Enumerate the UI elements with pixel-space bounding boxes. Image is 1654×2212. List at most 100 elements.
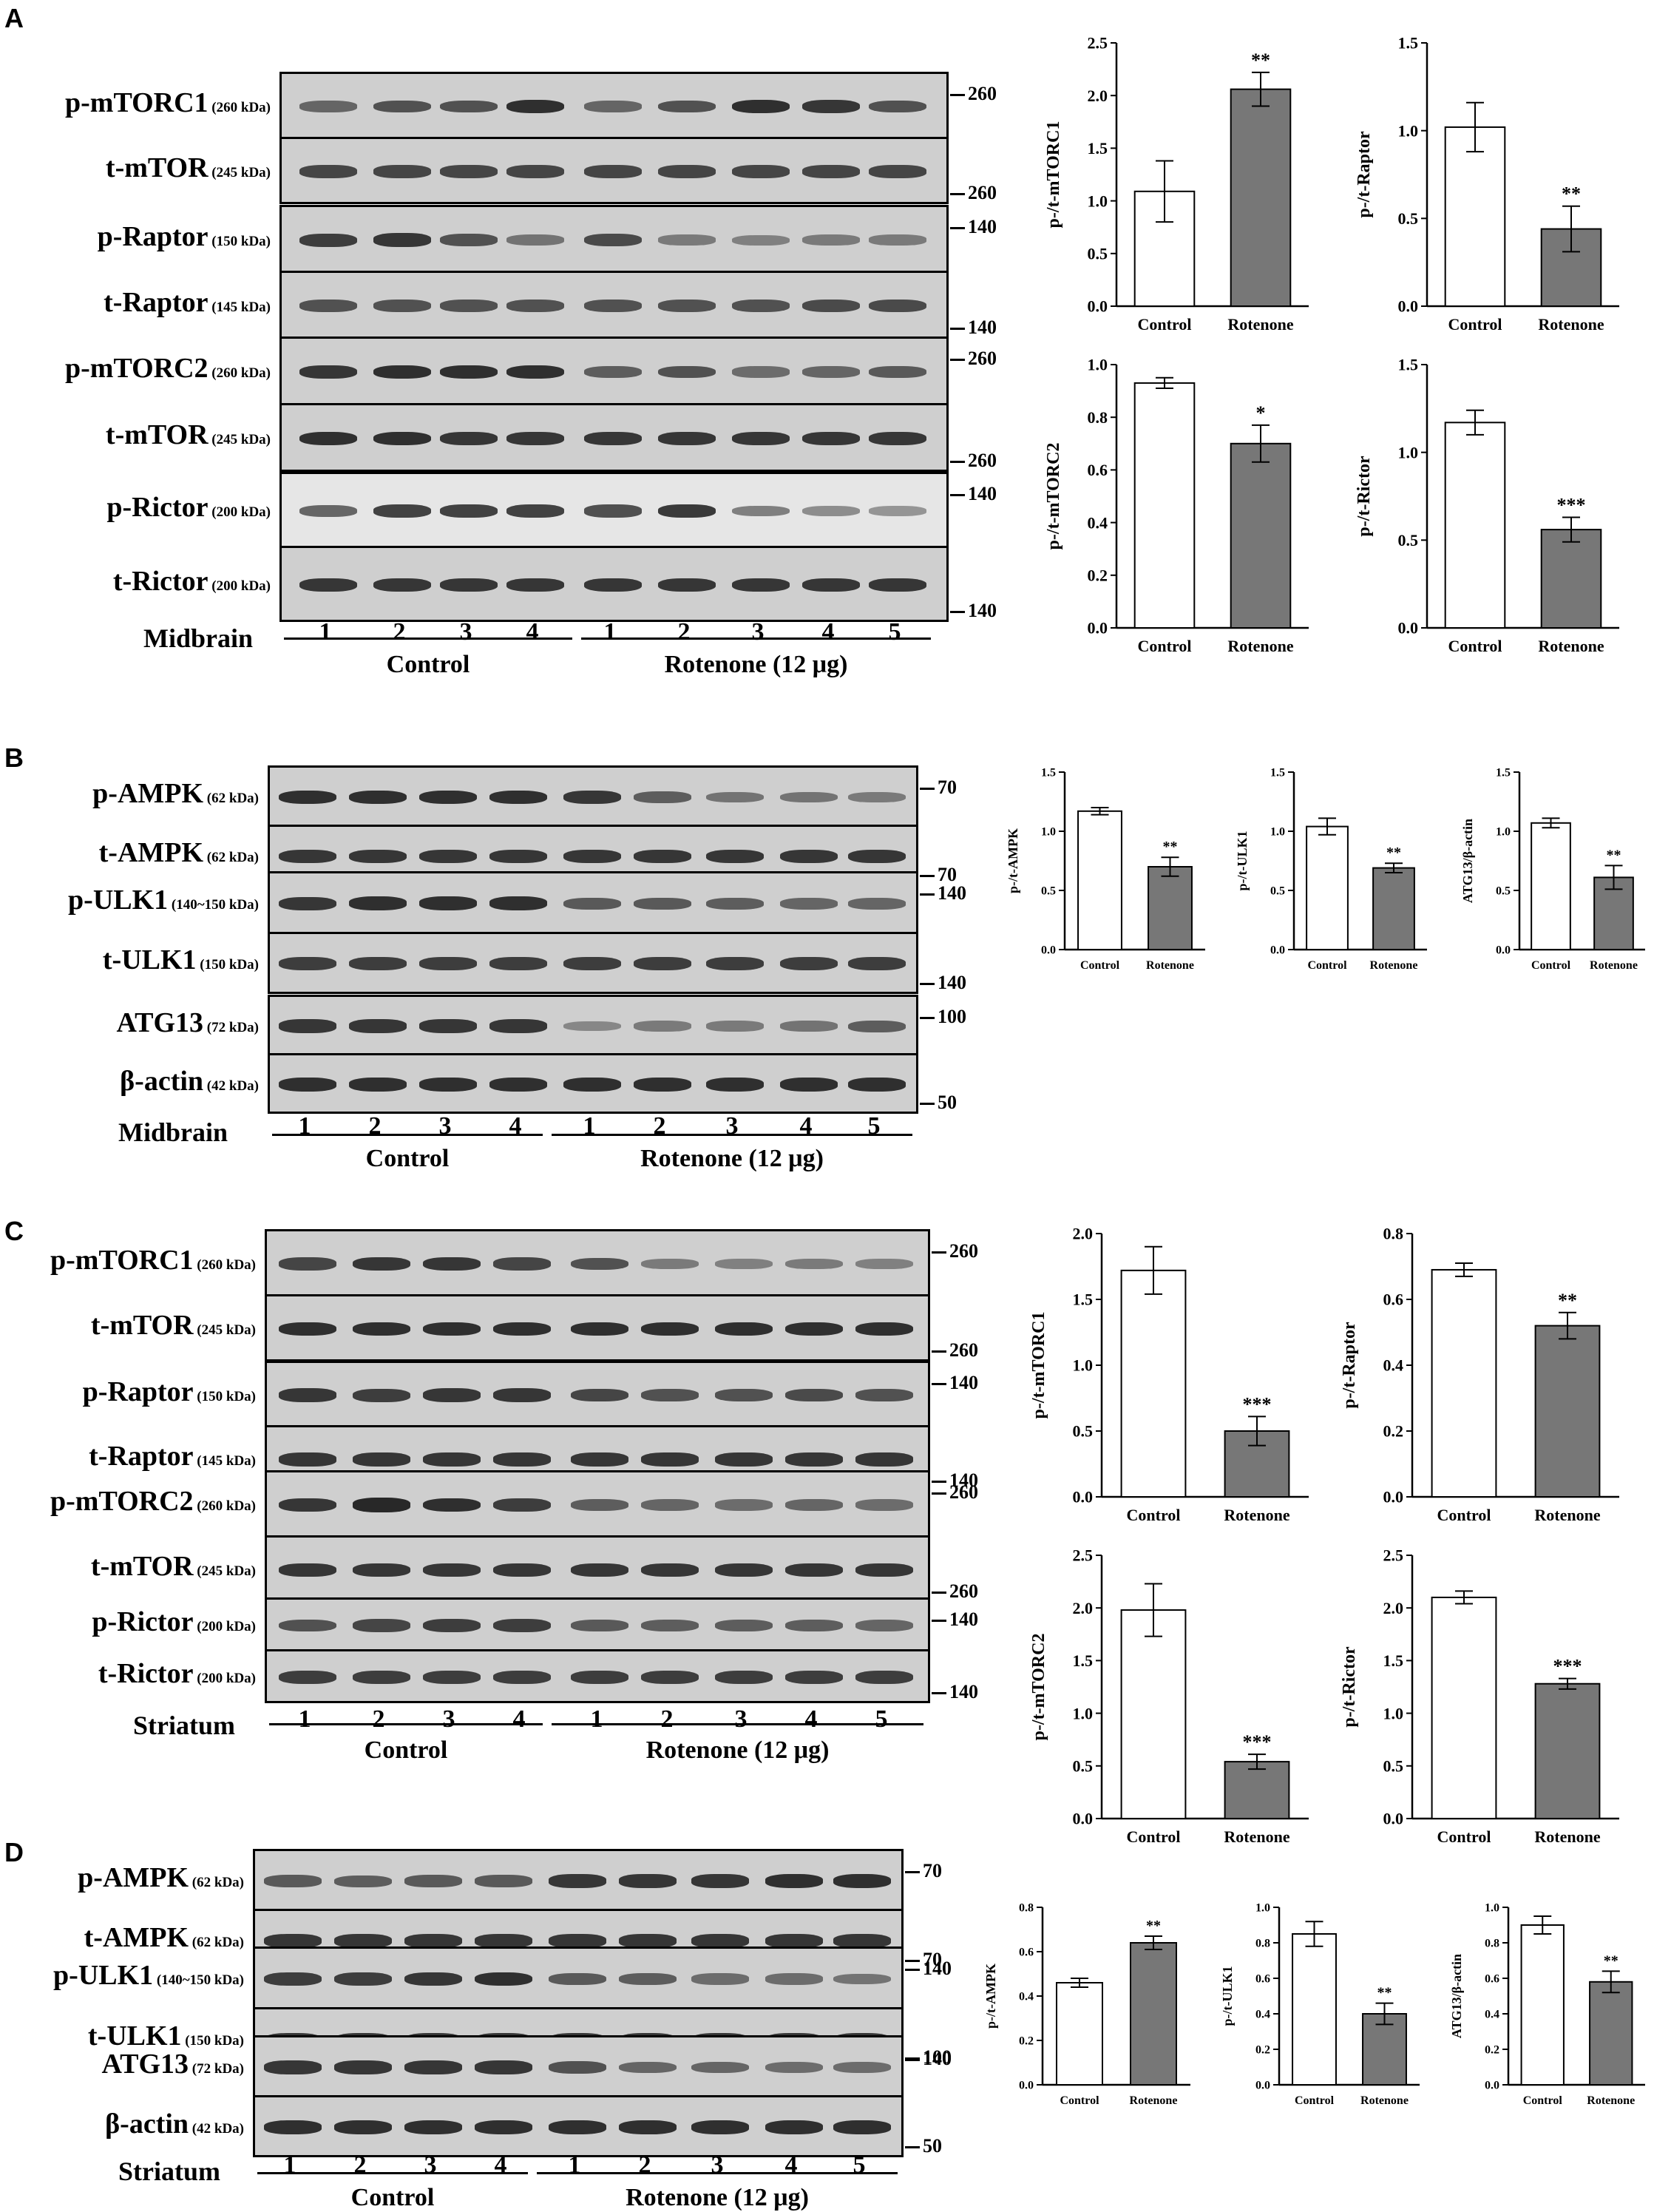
protein-band [506, 431, 564, 446]
bar-chart: 0.0 0.2 0.4 0.6 0.8 p-/t-Raptor Control Rotenon… [1340, 1225, 1619, 1524]
protein-name: t-Rictor [112, 566, 209, 597]
protein-kda: (245 kDa) [193, 1322, 256, 1338]
protein-band [715, 1620, 773, 1631]
protein-band [419, 1078, 477, 1092]
protein-band [475, 2120, 532, 2134]
group-underline [284, 637, 572, 640]
protein-band [641, 1322, 699, 1336]
protein-band [732, 234, 790, 246]
protein-band [848, 897, 906, 910]
blot-strip [279, 72, 949, 139]
protein-band [706, 791, 764, 803]
protein-band [493, 1671, 551, 1684]
protein-band [706, 897, 764, 910]
bar [1224, 1430, 1290, 1498]
mw-tick [950, 461, 965, 463]
y-tick-label: 0.5 [1398, 209, 1419, 228]
protein-band [855, 1563, 913, 1577]
protein-band [584, 366, 642, 378]
y-tick-label: 0.4 [1485, 2009, 1499, 2021]
x-tick-label: Rotenone [1590, 959, 1638, 972]
y-tick-label: 1.5 [1383, 1651, 1404, 1670]
protein-band [715, 1259, 773, 1269]
bar-chart: 0.0 0.5 1.0 1.5 2.0 p-/t-mTORC1 Control Rotenon… [1029, 1225, 1309, 1524]
y-tick-label: 1.5 [1088, 139, 1108, 158]
protein-band [802, 431, 860, 446]
protein-band [549, 2061, 606, 2074]
protein-kda: (150 kDa) [193, 1388, 256, 1404]
mw-tick [905, 2057, 920, 2060]
protein-band [549, 1972, 606, 1986]
protein-band [299, 431, 357, 446]
protein-band [493, 1388, 551, 1402]
lane-number: 5 [853, 2151, 866, 2179]
protein-band [264, 2060, 322, 2074]
lane-number: 4 [509, 1112, 522, 1140]
blot-strip [279, 546, 949, 622]
protein-band [584, 504, 642, 518]
protein-band [279, 1671, 336, 1684]
protein-band [563, 790, 621, 805]
mw-tick [932, 1692, 946, 1694]
protein-band [493, 1257, 551, 1271]
protein-band [373, 431, 431, 446]
protein-band [563, 957, 621, 971]
protein-label: t-mTOR (245 kDa) [106, 152, 271, 184]
mw-tick [920, 983, 935, 985]
protein-band [833, 1874, 891, 1888]
protein-band [419, 1019, 477, 1033]
lane-number: 3 [442, 1705, 455, 1733]
mw-tick [932, 1492, 946, 1495]
protein-band [706, 1021, 764, 1032]
protein-band [440, 365, 498, 379]
protein-kda: (140~150 kDa) [168, 896, 259, 913]
y-tick-label: 1.5 [1398, 356, 1419, 374]
protein-band [641, 1620, 699, 1631]
protein-band [619, 1973, 677, 1985]
protein-band [373, 100, 431, 113]
protein-band [780, 897, 838, 910]
protein-band [506, 578, 564, 592]
protein-band [489, 849, 547, 864]
y-axis-label: p-/t-Rictor [1355, 456, 1374, 537]
y-tick-label: 0.0 [1019, 2080, 1034, 2092]
x-tick-label: Rotenone [1227, 637, 1293, 655]
protein-band [855, 1259, 913, 1269]
lane-number: 4 [804, 1705, 818, 1733]
protein-band [334, 1875, 392, 1887]
protein-band [619, 2061, 677, 2074]
x-tick-label: Rotenone [1534, 1506, 1600, 1524]
mw-marker: 100 [938, 1006, 966, 1027]
protein-band [475, 1934, 532, 1948]
mw-marker: 260 [949, 1580, 978, 1602]
protein-band [279, 1388, 336, 1402]
y-tick-label: 0.2 [1485, 2044, 1499, 2057]
mw-tick [950, 227, 965, 229]
bar [1056, 1982, 1103, 2086]
x-tick-label: Rotenone [1360, 2094, 1409, 2107]
protein-band [299, 578, 357, 592]
protein-label: t-AMPK (62 kDa) [84, 1921, 244, 1954]
protein-band [732, 431, 790, 446]
protein-kda: (42 kDa) [203, 1078, 259, 1094]
y-tick-label: 0.5 [1073, 1757, 1094, 1776]
protein-band [279, 1619, 336, 1632]
protein-band [715, 1671, 773, 1684]
mw-marker: 140 [938, 882, 966, 904]
protein-band [802, 366, 860, 378]
protein-band [732, 366, 790, 378]
protein-band [349, 1019, 407, 1033]
bar [1520, 1924, 1565, 2086]
mw-tick [905, 2059, 920, 2061]
protein-band [848, 849, 906, 864]
protein-band [855, 1499, 913, 1511]
protein-label: p-AMPK (62 kDa) [92, 777, 259, 810]
protein-band [765, 1934, 823, 1948]
protein-kda: (245 kDa) [208, 165, 271, 180]
mw-tick [920, 1017, 935, 1019]
lane-number: 5 [867, 1112, 881, 1140]
lane-number: 1 [583, 1112, 596, 1140]
protein-band [785, 1671, 843, 1684]
protein-band [571, 1452, 628, 1467]
protein-kda: (200 kDa) [193, 1671, 256, 1686]
